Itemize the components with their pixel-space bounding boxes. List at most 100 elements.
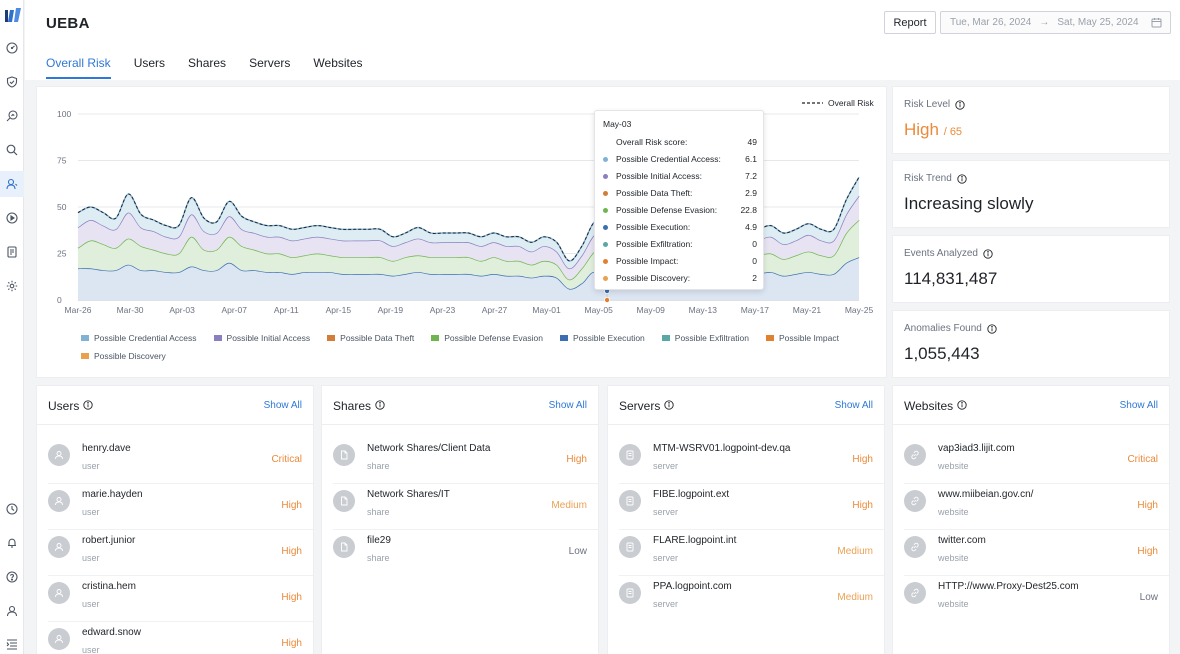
tooltip-value: 0 — [752, 239, 757, 249]
info-icon[interactable] — [957, 173, 967, 184]
list-item[interactable]: Network Shares/IT share Medium — [322, 484, 598, 530]
item-name[interactable]: henry.dave — [82, 443, 131, 454]
item-name[interactable]: HTTP://www.Proxy-Dest25.com — [938, 581, 1079, 592]
row-separator — [619, 483, 884, 484]
info-icon[interactable] — [83, 399, 93, 413]
info-icon[interactable] — [983, 248, 993, 259]
list-item[interactable]: FIBE.logpoint.ext server High — [608, 484, 884, 530]
list-item[interactable]: Network Shares/Client Data share High — [322, 438, 598, 484]
item-name[interactable]: cristina.hem — [82, 581, 136, 592]
risk-level-label-row: Risk Level — [904, 99, 965, 110]
legend-label: Possible Data Theft — [340, 333, 415, 343]
list-item[interactable]: marie.hayden user High — [37, 484, 313, 530]
item-name[interactable]: Network Shares/Client Data — [367, 443, 491, 454]
item-name[interactable]: FLARE.logpoint.int — [653, 535, 737, 546]
item-name[interactable]: edward.snow — [82, 627, 141, 638]
item-type: server — [653, 507, 679, 517]
anomalies-found-value: 1,055,443 — [904, 344, 980, 363]
row-separator — [333, 483, 598, 484]
divider — [608, 424, 884, 425]
item-name[interactable]: file29 — [367, 535, 391, 546]
info-icon[interactable] — [987, 323, 997, 334]
item-name[interactable]: Network Shares/IT — [367, 489, 450, 500]
info-icon[interactable] — [664, 399, 674, 413]
shares-show-all-link[interactable]: Show All — [548, 400, 587, 411]
date-to: Sat, May 25, 2024 — [1057, 17, 1139, 28]
info-icon[interactable] — [955, 99, 965, 110]
bell-icon[interactable] — [4, 535, 20, 551]
server-icon — [619, 490, 641, 512]
item-name[interactable]: FIBE.logpoint.ext — [653, 489, 730, 500]
help-icon[interactable] — [4, 569, 20, 585]
list-item[interactable]: file29 share Low — [322, 530, 598, 576]
info-icon[interactable] — [957, 399, 967, 413]
tooltip-value: 6.1 — [745, 154, 757, 164]
y-tick-label: 25 — [57, 249, 67, 259]
settings-icon[interactable] — [4, 278, 20, 294]
report-icon[interactable] — [4, 244, 20, 260]
anomalies-found-label: Anomalies Found — [904, 323, 982, 334]
list-item[interactable]: MTM-WSRV01.logpoint-dev.qa server High — [608, 438, 884, 484]
tooltip-row: Possible Credential Access: 6.1 — [603, 153, 757, 165]
tab-shares[interactable]: Shares — [188, 56, 227, 70]
list-item[interactable]: henry.dave user Critical — [37, 438, 313, 484]
list-item[interactable]: FLARE.logpoint.int server Medium — [608, 530, 884, 576]
tab-users[interactable]: Users — [133, 56, 166, 70]
legend-item[interactable]: Possible Execution — [559, 333, 645, 343]
legend-label: Possible Exfiltration — [674, 333, 749, 343]
list-item[interactable]: HTTP://www.Proxy-Dest25.com website Low — [893, 576, 1169, 622]
legend-label: Possible Initial Access — [226, 333, 311, 343]
clock-icon[interactable] — [4, 501, 20, 517]
servers-show-all-link[interactable]: Show All — [834, 400, 873, 411]
search-analytics-icon[interactable] — [4, 108, 20, 124]
tooltip-value: 2.9 — [745, 188, 757, 198]
list-item[interactable]: cristina.hem user High — [37, 576, 313, 622]
list-item[interactable]: vap3iad3.lijit.com website Critical — [893, 438, 1169, 484]
legend-item[interactable]: Possible Defense Evasion — [431, 333, 543, 343]
item-name[interactable]: www.miibeian.gov.cn/ — [938, 489, 1034, 500]
list-item[interactable]: twitter.com website High — [893, 530, 1169, 576]
list-item[interactable]: edward.snow user High — [37, 622, 313, 654]
legend-swatch — [213, 335, 222, 341]
item-name[interactable]: MTM-WSRV01.logpoint-dev.qa — [653, 443, 791, 454]
app-logo-icon[interactable] — [5, 8, 21, 22]
users-icon[interactable] — [0, 171, 24, 197]
item-name[interactable]: twitter.com — [938, 535, 986, 546]
legend-item[interactable]: Possible Initial Access — [213, 333, 311, 343]
shield-icon[interactable] — [4, 74, 20, 90]
calendar-icon[interactable] — [1151, 17, 1162, 28]
x-tick-label: May-09 — [637, 305, 666, 315]
list-item[interactable]: PPA.logpoint.com server Medium — [608, 576, 884, 622]
report-button[interactable]: Report — [884, 11, 936, 34]
link-icon — [904, 490, 926, 512]
websites-show-all-link[interactable]: Show All — [1119, 400, 1158, 411]
legend-item[interactable]: Possible Credential Access — [81, 333, 197, 343]
legend-item[interactable]: Possible Exfiltration — [661, 333, 749, 343]
play-circle-icon[interactable] — [4, 210, 20, 226]
risk-level-badge: Critical — [271, 454, 302, 465]
list-item[interactable]: robert.junior user High — [37, 530, 313, 576]
tab-overall-risk[interactable]: Overall Risk — [46, 56, 111, 79]
tooltip-row: Possible Discovery: 2 — [603, 272, 757, 284]
item-name[interactable]: PPA.logpoint.com — [653, 581, 732, 592]
divider — [322, 424, 598, 425]
legend-item[interactable]: Possible Impact — [765, 333, 839, 343]
info-icon[interactable] — [375, 399, 385, 413]
date-arrow: → — [1039, 17, 1050, 28]
date-range-picker[interactable]: Tue, Mar 26, 2024 → Sat, May 25, 2024 — [940, 11, 1171, 34]
item-name[interactable]: robert.junior — [82, 535, 136, 546]
user-icon[interactable] — [4, 603, 20, 619]
page-title: UEBA — [46, 15, 90, 32]
tooltip-label: Possible Initial Access: — [616, 171, 702, 181]
menu-collapse-icon[interactable] — [4, 636, 20, 652]
search-icon[interactable] — [4, 142, 20, 158]
list-item[interactable]: www.miibeian.gov.cn/website High — [893, 484, 1169, 530]
users-show-all-link[interactable]: Show All — [263, 400, 302, 411]
item-name[interactable]: marie.hayden — [82, 489, 143, 500]
tab-servers[interactable]: Servers — [249, 56, 291, 70]
legend-item[interactable]: Possible Data Theft — [327, 333, 414, 343]
tab-websites[interactable]: Websites — [313, 56, 363, 70]
dashboard-icon[interactable] — [4, 40, 20, 56]
item-name[interactable]: vap3iad3.lijit.com — [938, 443, 1015, 454]
legend-item[interactable]: Possible Discovery — [81, 351, 166, 361]
